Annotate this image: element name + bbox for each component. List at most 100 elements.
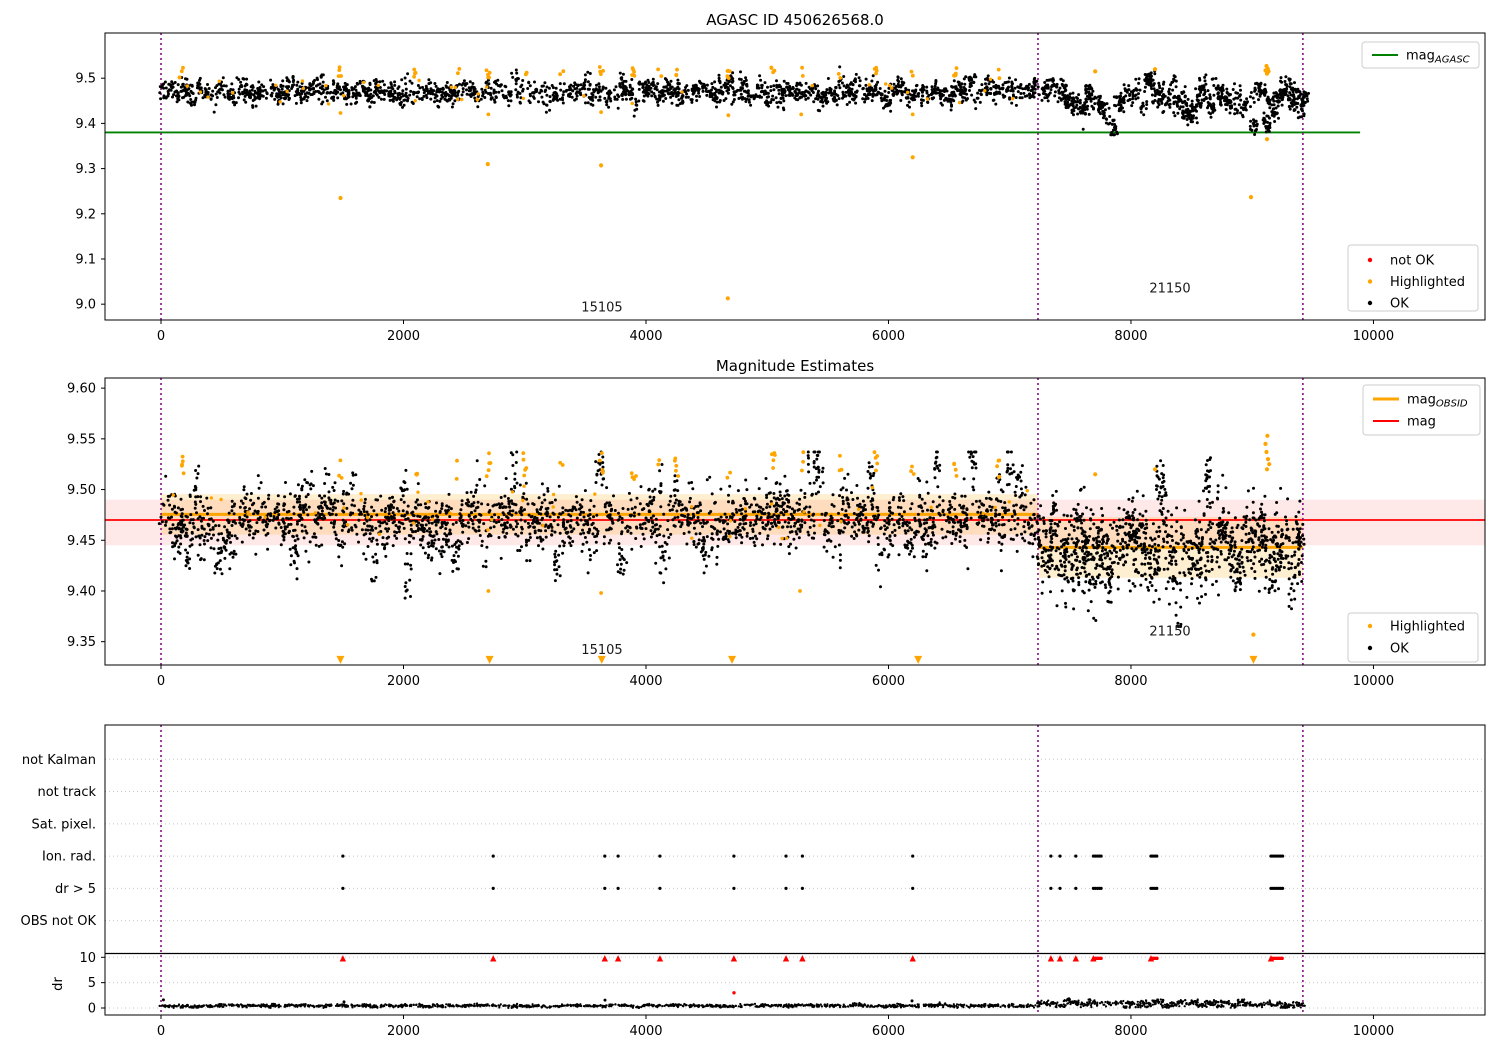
axes-spine <box>104 32 1486 321</box>
not-ok-dr-markers <box>339 955 1284 995</box>
y-tick-label: 9.50 <box>67 483 96 498</box>
highlighted-outlier <box>1248 195 1254 200</box>
x-tick-label: 0 <box>157 674 165 689</box>
legend-label: not OK <box>1390 254 1435 269</box>
x-tick-label: 4000 <box>629 674 662 689</box>
y-tick-label: 9.2 <box>75 207 96 222</box>
legend-box <box>1361 41 1480 69</box>
clipped-point-triangle <box>485 655 494 664</box>
highlighted-outlier <box>338 195 343 201</box>
dr-tick-label: 0 <box>88 1002 96 1017</box>
x-tick-label: 8000 <box>1114 1024 1147 1039</box>
scatter-highlighted <box>177 63 1271 301</box>
obsid-annotation: 15105 <box>581 300 622 315</box>
obsid-annotation: 15105 <box>581 643 622 658</box>
clipped-point-triangle <box>1249 655 1258 664</box>
flag-event-dots <box>341 854 1285 890</box>
x-tick-label: 0 <box>157 329 165 344</box>
panel-flags-dr: not Kalman not track Sat. pixel. Ion. rad. d… <box>21 724 1486 1039</box>
x-tick-label: 2000 <box>387 329 420 344</box>
legend-marker-sample <box>1367 300 1373 306</box>
highlighted-outlier <box>1093 472 1098 477</box>
legend-marker-sample <box>1367 279 1373 284</box>
x-tick-label: 10000 <box>1353 329 1394 344</box>
dr-trace-1 <box>1036 997 1306 1009</box>
x-tick-label: 8000 <box>1114 674 1147 689</box>
y-tick-label: 9.0 <box>75 298 96 313</box>
legend-box <box>1347 612 1479 663</box>
y-tick-label: 9.35 <box>67 635 96 650</box>
y-tick-label: 9.40 <box>67 584 96 599</box>
legend-label: mag <box>1407 415 1436 430</box>
dr-tick-label: 5 <box>88 976 96 991</box>
y-tick-label: 9.4 <box>75 117 96 132</box>
top-panel-title: AGASC ID 450626568.0 <box>706 11 884 29</box>
highlighted-outlier <box>1251 632 1256 637</box>
legend-label: Highlighted <box>1390 275 1465 290</box>
dr-axis-label: dr <box>51 977 66 991</box>
flag-row-label: Ion. rad. <box>42 850 96 865</box>
clipped-point-triangle <box>336 655 345 664</box>
legend-marker-sample <box>1367 623 1373 629</box>
clipped-point-triangle <box>914 655 923 664</box>
y-tick-label: 9.3 <box>75 162 96 177</box>
flag-row-label: not Kalman <box>22 753 96 768</box>
highlighted-outlier <box>1264 137 1270 142</box>
legend-label: OK <box>1390 642 1409 657</box>
flag-row-label: Sat. pixel. <box>32 817 96 832</box>
y-tick-label: 9.1 <box>75 252 96 267</box>
legend-marker-sample <box>1367 257 1373 263</box>
x-tick-label: 0 <box>157 1024 165 1039</box>
y-tick-label: 9.55 <box>67 432 96 447</box>
scatter-ok-1 <box>1040 69 1310 137</box>
x-tick-label: 4000 <box>629 1024 662 1039</box>
panel-magnitude-estimates: 0 2000 4000 6000 8000 10000 9.35 9.40 9.45 9.50 9.… <box>67 377 1486 689</box>
flag-row-label: OBS not OK <box>21 914 97 929</box>
x-tick-label: 10000 <box>1353 674 1394 689</box>
dr-tick-label: 10 <box>79 951 96 966</box>
dr-outlier-dot <box>342 1000 346 1004</box>
scatter-ok-0 <box>158 65 1041 118</box>
obsid-annotation: 21150 <box>1149 625 1190 640</box>
dr-outlier-dot <box>910 999 914 1003</box>
highlighted-outlier <box>1152 67 1158 72</box>
axes-spine <box>104 724 1486 1016</box>
y-tick-label: 9.60 <box>67 382 96 397</box>
x-tick-label: 6000 <box>872 1024 905 1039</box>
x-tick-label: 2000 <box>387 1024 420 1039</box>
x-tick-label: 10000 <box>1353 1024 1394 1039</box>
middle-panel-title: Magnitude Estimates <box>715 357 875 375</box>
obsid-annotation: 21150 <box>1149 281 1190 296</box>
scatter-ok-1 <box>1035 456 1306 628</box>
y-tick-label: 9.5 <box>75 72 96 87</box>
axes-spine <box>104 377 1486 666</box>
highlighted-outlier <box>1093 69 1098 74</box>
legend-box <box>1347 244 1479 312</box>
highlighted-outlier <box>725 296 730 301</box>
y-tick-label: 9.45 <box>67 534 96 549</box>
legend-label: Highlighted <box>1390 620 1465 635</box>
dr-outlier-dot <box>603 998 607 1002</box>
x-tick-label: 8000 <box>1114 329 1147 344</box>
flag-row-label: dr > 5 <box>55 882 96 897</box>
highlighted-outlier <box>1152 467 1158 472</box>
scatter-highlighted <box>171 433 1272 664</box>
highlighted-outlier <box>910 155 915 160</box>
legend-label: OK <box>1390 297 1409 312</box>
scatter-ok-0 <box>157 450 1041 600</box>
clipped-point-triangle <box>597 655 606 664</box>
dr-outlier-dot <box>161 998 165 1002</box>
x-tick-label: 2000 <box>387 674 420 689</box>
x-tick-label: 6000 <box>872 674 905 689</box>
x-tick-label: 6000 <box>872 329 905 344</box>
legend-marker-sample <box>1367 645 1373 651</box>
highlighted-outlier <box>599 163 604 168</box>
x-tick-label: 4000 <box>629 329 662 344</box>
flag-row-label: not track <box>37 785 96 800</box>
dr-trace-0 <box>158 1001 1041 1010</box>
panel-agasc-mag: 0 2000 4000 6000 8000 10000 9.0 9.1 9.2 9.3 9.4 9.5… <box>75 32 1486 344</box>
clipped-point-triangle <box>728 655 737 664</box>
highlighted-outlier <box>485 162 490 167</box>
